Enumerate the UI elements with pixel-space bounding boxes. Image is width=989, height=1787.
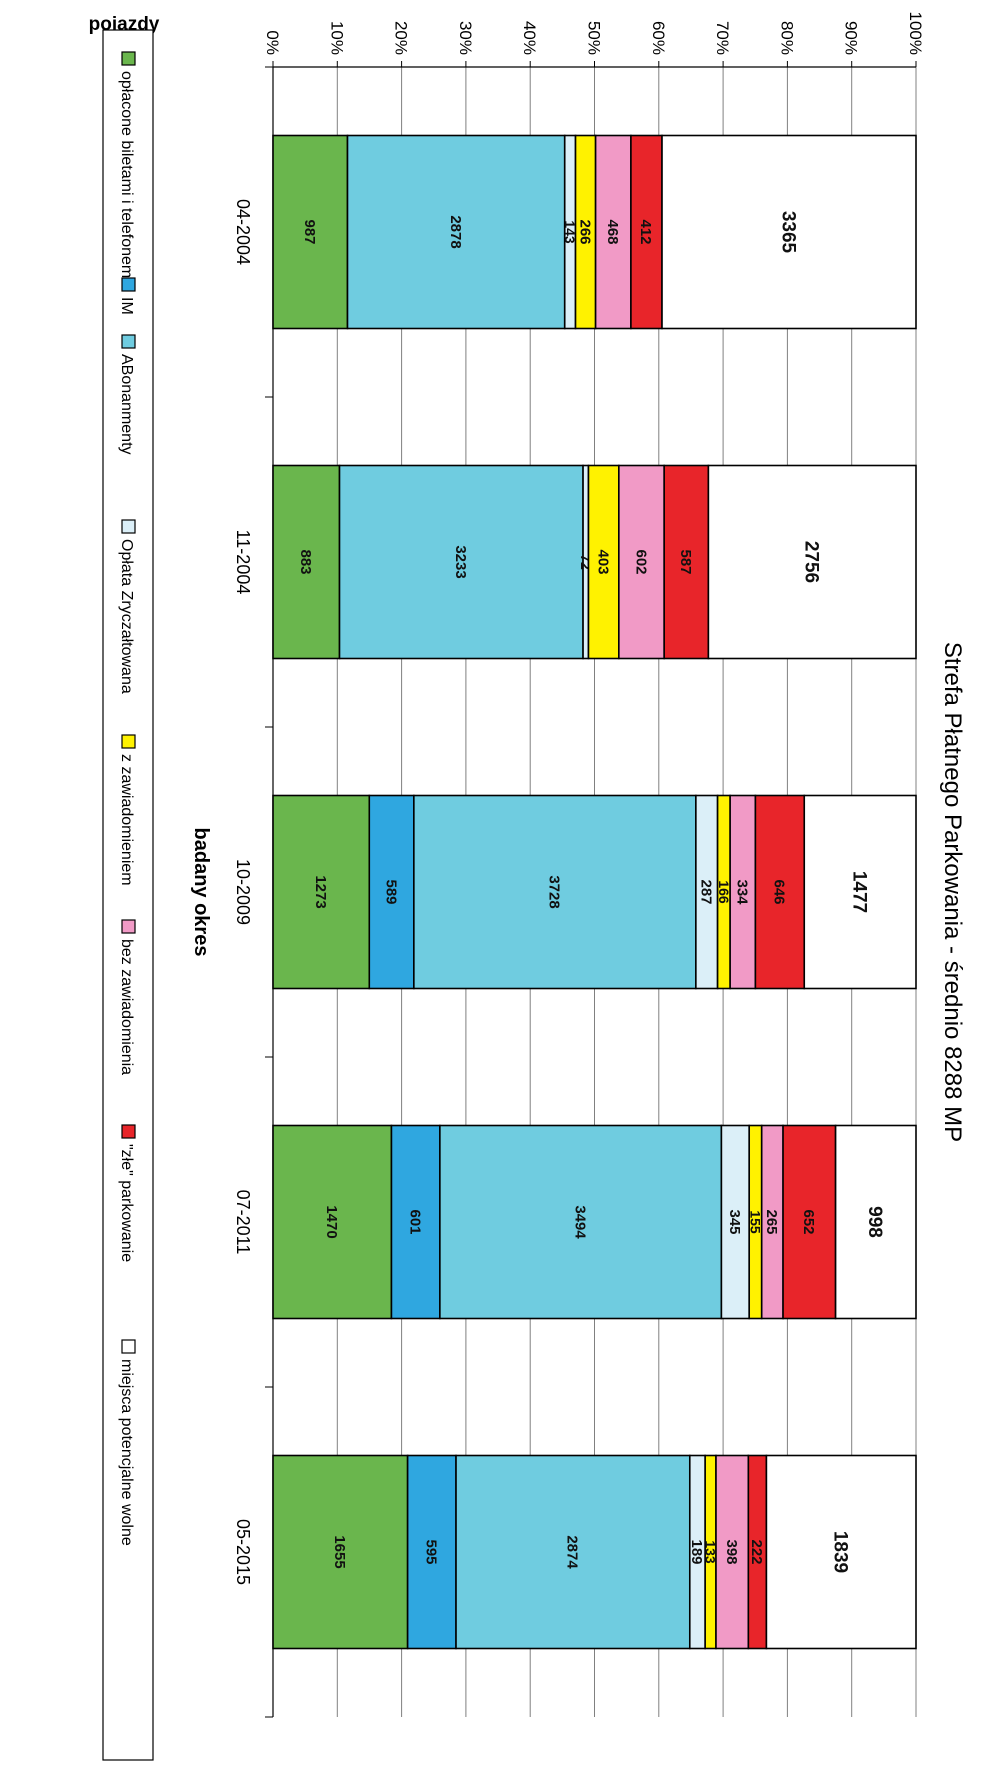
y-tick-label: 50% xyxy=(585,21,604,55)
data-label: 403 xyxy=(594,549,611,574)
legend-label: ABonanmenty xyxy=(118,354,135,455)
data-label: 1839 xyxy=(830,1531,851,1573)
y-tick-label: 0% xyxy=(263,30,282,55)
y-tick-label: 30% xyxy=(456,21,475,55)
legend-label: "złe" parkowanie xyxy=(118,1144,135,1262)
data-label: 2878 xyxy=(447,215,464,248)
data-label: 1477 xyxy=(848,871,869,913)
y-tick-label: 80% xyxy=(777,21,796,55)
y-tick-label: 70% xyxy=(713,21,732,55)
legend-box xyxy=(102,29,154,1761)
y-tick-label: 20% xyxy=(392,21,411,55)
x-tick-label: 11-2004 xyxy=(233,530,253,595)
x-tick-label: 05-2015 xyxy=(233,1519,253,1585)
data-label: 398 xyxy=(723,1539,740,1564)
data-label: 3233 xyxy=(452,545,469,578)
data-label: 334 xyxy=(734,879,751,905)
data-label: 595 xyxy=(423,1539,440,1564)
data-label: 883 xyxy=(297,549,314,574)
data-label: 2874 xyxy=(564,1535,581,1569)
y-tick-label: 100% xyxy=(906,12,925,55)
x-tick-label: 04-2004 xyxy=(233,199,253,265)
data-label: 589 xyxy=(382,879,399,904)
data-label: 143 xyxy=(562,220,578,244)
data-label: 587 xyxy=(677,549,694,574)
data-label: 345 xyxy=(726,1209,743,1234)
legend-swatch xyxy=(121,519,136,534)
legend-swatch xyxy=(121,1124,136,1139)
data-label: 1470 xyxy=(323,1205,340,1238)
y-tick-label: 40% xyxy=(520,21,539,55)
data-label: 1655 xyxy=(331,1535,348,1568)
data-label: 133 xyxy=(703,1540,719,1564)
y-tick-label: 60% xyxy=(649,21,668,55)
data-label: 287 xyxy=(697,879,714,904)
bar-segment xyxy=(661,134,917,330)
legend-label: IM xyxy=(118,297,135,315)
x-tick-label: 10-2009 xyxy=(233,859,253,925)
y-tick-label: 90% xyxy=(842,21,861,55)
legend-swatch xyxy=(121,919,136,934)
data-label: 987 xyxy=(301,219,318,244)
legend-swatch xyxy=(121,734,136,749)
x-axis-label: badany okres xyxy=(190,828,212,957)
data-label: 1273 xyxy=(312,875,329,908)
legend-label: Opłata Zryczałtowana xyxy=(118,539,135,694)
chart-title: Strefa Płatnego Parkowania - średnio 828… xyxy=(939,642,966,1142)
data-label: 601 xyxy=(406,1209,423,1234)
legend-label: miejsca potencjalne wolne xyxy=(118,1359,135,1546)
legend-swatch xyxy=(121,277,136,292)
legend-label: z zawiadomieniem xyxy=(118,754,135,886)
data-label: 265 xyxy=(763,1209,780,1234)
data-label: 222 xyxy=(748,1539,765,1564)
x-tick-label: 07-2011 xyxy=(233,1190,253,1255)
data-label: 468 xyxy=(604,219,621,244)
bar-segment xyxy=(803,794,917,990)
bar-segment xyxy=(707,464,917,660)
bar-segment xyxy=(765,1454,917,1650)
legend-label: bez zawiadomienia xyxy=(118,939,135,1075)
chart-rotated-group: 0% 10% 20% 30% 40% 50% 60% 70% 80% 90% 100%987 2878… xyxy=(89,12,966,1761)
data-label: 189 xyxy=(688,1539,705,1564)
bar-segment xyxy=(834,1124,917,1320)
data-label: 166 xyxy=(716,880,732,904)
data-label: 998 xyxy=(864,1206,885,1238)
data-label: 602 xyxy=(632,549,649,574)
legend-swatch xyxy=(121,51,136,66)
data-label: 652 xyxy=(800,1209,817,1234)
legend-label: opłacone biletami i telefonem xyxy=(118,71,135,278)
data-label: 155 xyxy=(748,1210,764,1234)
data-label: 266 xyxy=(576,219,593,244)
data-label: 2756 xyxy=(801,541,822,583)
data-label: 3494 xyxy=(571,1205,588,1239)
data-label: 3728 xyxy=(546,875,563,908)
legend-swatch xyxy=(121,1339,136,1354)
data-label: 412 xyxy=(637,219,654,244)
data-label: 646 xyxy=(771,879,788,904)
legend-swatch xyxy=(121,334,136,349)
y-tick-label: 10% xyxy=(327,21,346,55)
data-label: 3365 xyxy=(777,211,798,254)
